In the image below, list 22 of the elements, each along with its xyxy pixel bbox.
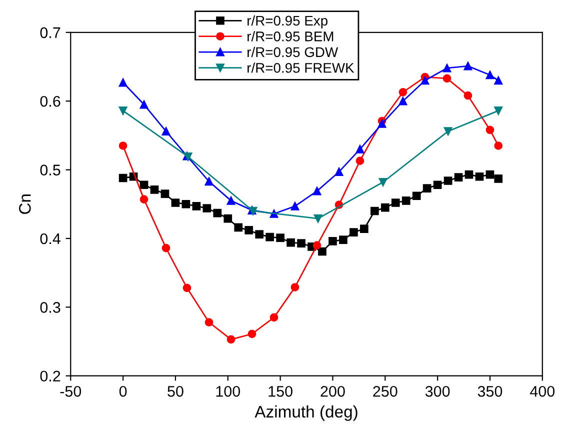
y-tick-label: 0.2 <box>40 370 60 382</box>
x-axis-title: Azimuth (deg) <box>254 405 358 421</box>
x-tick-label: 100 <box>216 386 240 397</box>
legend-label: r/R=0.95 GDW <box>248 46 338 58</box>
y-axis-title: Cn <box>19 194 31 214</box>
x-tick-label: 400 <box>530 386 555 397</box>
y-tick-label: 0.4 <box>40 233 60 244</box>
x-tick-label: 50 <box>168 386 184 397</box>
x-tick-label: -50 <box>60 386 82 397</box>
y-tick-label: 0.6 <box>40 96 60 107</box>
y-tick-label: 0.5 <box>40 164 60 176</box>
legend-label: r/R=0.95 BEM <box>248 31 334 42</box>
x-tick-label: 200 <box>320 386 345 397</box>
legend-label: r/R=0.95 FREWK <box>248 62 354 73</box>
y-tick-label: 0.7 <box>40 27 60 38</box>
x-tick-label: 350 <box>478 386 502 397</box>
y-tick-label: 0.3 <box>40 302 60 313</box>
x-tick-label: 150 <box>268 386 292 397</box>
x-tick-label: 250 <box>373 386 398 397</box>
x-tick-label: 0 <box>119 386 127 397</box>
legend-label: r/R=0.95 Exp <box>248 15 328 28</box>
x-tick-label: 300 <box>425 386 450 397</box>
